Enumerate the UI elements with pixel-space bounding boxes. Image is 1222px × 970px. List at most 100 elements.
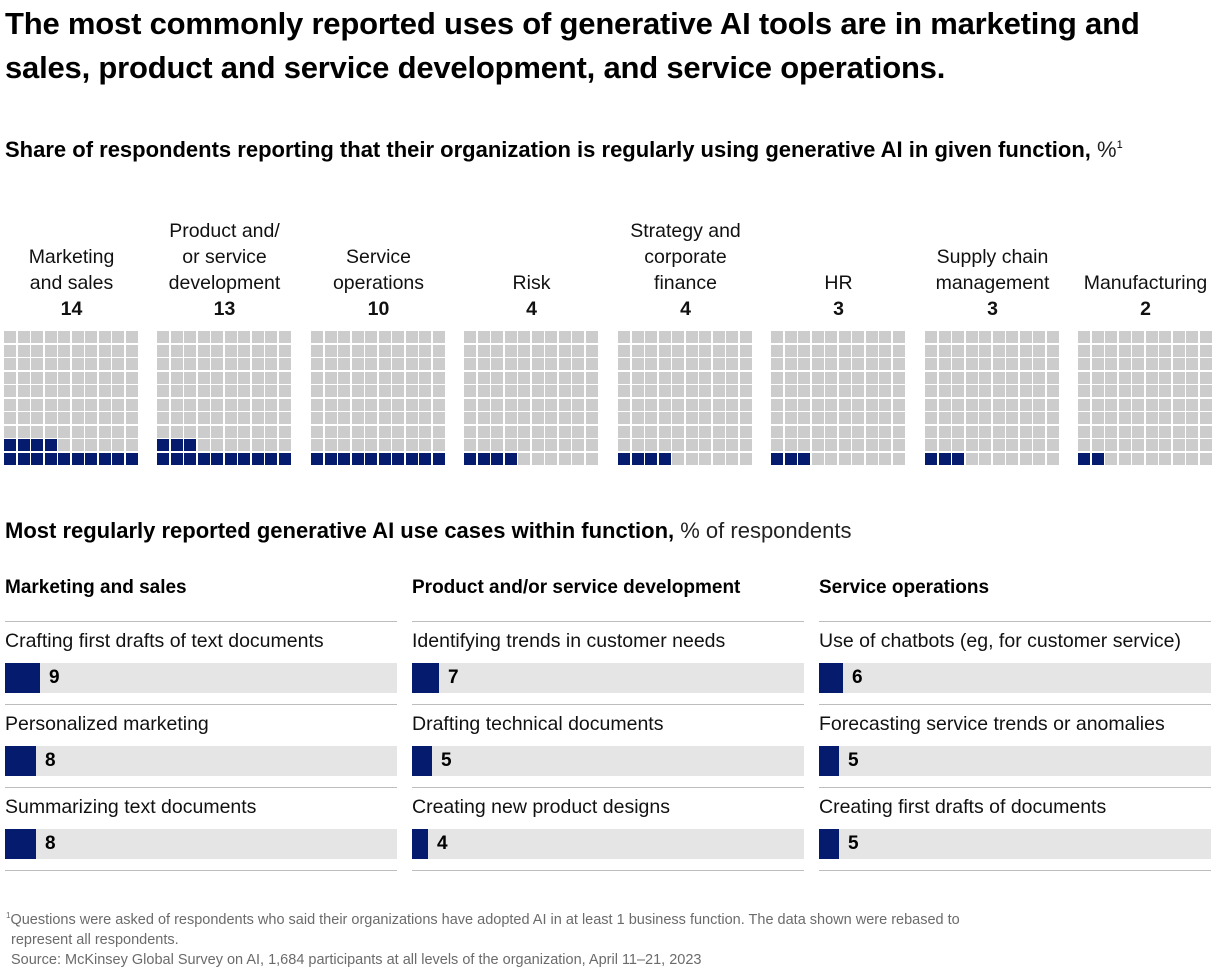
waffle-grid: [771, 331, 906, 466]
waffle-cell-empty: [351, 358, 364, 370]
waffle-cell-empty: [85, 331, 97, 343]
waffle-cell-empty: [392, 371, 404, 384]
waffle-cell-empty: [965, 358, 978, 370]
waffle-cell-empty: [979, 371, 991, 384]
waffle-cell-empty: [491, 425, 503, 438]
waffle-cell-empty: [771, 331, 783, 343]
waffle-cell-filled: [378, 452, 391, 465]
waffle-cell-empty: [1078, 371, 1090, 384]
waffle-cell-empty: [572, 398, 584, 411]
usecase-value-label: 5: [848, 750, 859, 771]
waffle-cell-empty: [1118, 344, 1131, 357]
waffle-cell-empty: [531, 358, 544, 370]
waffle-cell-empty: [224, 344, 237, 357]
waffle-cell-empty: [572, 344, 584, 357]
waffle-cell-empty: [44, 371, 57, 384]
waffle-cell-empty: [311, 439, 323, 451]
waffle-cell-filled: [98, 452, 111, 465]
waffle-cell-empty: [739, 398, 752, 411]
waffle-cell-empty: [618, 398, 630, 411]
waffle-cell-empty: [952, 344, 964, 357]
waffle-cell-empty: [1118, 358, 1131, 370]
waffle-cell-empty: [811, 452, 824, 465]
footnote-marker: 1: [1116, 139, 1123, 151]
waffle-cell-filled: [798, 452, 810, 465]
waffle-label-line: management: [935, 272, 1050, 294]
waffle-cell-empty: [852, 425, 864, 438]
waffle-cell-empty: [1159, 344, 1171, 357]
waffle-cell-empty: [811, 371, 824, 384]
waffle-value-label: 10: [367, 298, 390, 320]
waffle-cell-empty: [545, 425, 557, 438]
waffle-cell-empty: [1033, 398, 1045, 411]
waffle-cell-empty: [378, 425, 391, 438]
waffle-cell-empty: [311, 398, 323, 411]
waffle-cell-empty: [699, 358, 711, 370]
waffle-cell-empty: [558, 412, 571, 424]
waffle-cell-empty: [685, 425, 698, 438]
waffle-cell-empty: [699, 439, 711, 451]
waffle-cell-empty: [477, 385, 490, 397]
waffle-cell-empty: [992, 412, 1005, 424]
waffle-cell-empty: [4, 358, 16, 370]
waffle-cell-empty: [251, 425, 264, 438]
waffle-cell-filled: [432, 452, 445, 465]
waffle-cell-empty: [112, 344, 124, 357]
waffle-cell-empty: [811, 385, 824, 397]
waffle-cell-empty: [1105, 439, 1117, 451]
waffle-cell-empty: [1019, 344, 1032, 357]
waffle-cell-empty: [1199, 371, 1212, 384]
waffle-cell-empty: [71, 358, 84, 370]
waffle-cell-empty: [825, 371, 837, 384]
waffle-cell-empty: [1159, 412, 1171, 424]
waffle-cell-empty: [892, 371, 905, 384]
waffle-cell-empty: [365, 344, 377, 357]
waffle-cell-empty: [558, 385, 571, 397]
waffle-cell-empty: [1186, 412, 1198, 424]
waffle-cell-empty: [392, 331, 404, 343]
waffle-cell-empty: [338, 385, 350, 397]
waffle-cell-filled: [170, 439, 183, 451]
waffle-cell-empty: [545, 385, 557, 397]
waffle-cell-empty: [1159, 439, 1171, 451]
waffle-cell-empty: [699, 412, 711, 424]
waffle-cell-empty: [4, 385, 16, 397]
waffle-cell-empty: [211, 371, 223, 384]
waffle-cell-empty: [85, 385, 97, 397]
waffle-cell-empty: [712, 452, 725, 465]
waffle-cell-empty: [518, 425, 530, 438]
usecase-bar: [5, 746, 36, 776]
waffle-cell-empty: [265, 331, 277, 343]
waffle-cell-empty: [558, 371, 571, 384]
waffle-cell-filled: [392, 452, 404, 465]
waffle-cell-empty: [351, 344, 364, 357]
waffle-cell-empty: [184, 371, 196, 384]
waffle-cell-empty: [979, 358, 991, 370]
waffle-cell-empty: [238, 331, 250, 343]
waffle-cell-empty: [879, 344, 891, 357]
waffle-cell-empty: [531, 439, 544, 451]
waffle-cell-empty: [1078, 398, 1090, 411]
waffle-label-line: Supply chain: [936, 246, 1049, 268]
waffle-cell-empty: [726, 452, 738, 465]
waffle-cell-empty: [699, 385, 711, 397]
waffle-cell-empty: [419, 439, 431, 451]
waffle-cell-empty: [952, 439, 964, 451]
usecase-value-label: 8: [45, 750, 56, 771]
waffle-cell-filled: [338, 452, 350, 465]
waffle-cell-empty: [865, 371, 878, 384]
waffle-cell-empty: [838, 358, 851, 370]
waffle-label-line: corporate: [644, 246, 727, 268]
waffle-cell-empty: [1159, 331, 1171, 343]
waffle-cell-empty: [1186, 331, 1198, 343]
waffle-cell-empty: [224, 439, 237, 451]
waffle-cell-empty: [265, 398, 277, 411]
waffle-cell-empty: [811, 412, 824, 424]
waffle-cell-empty: [925, 358, 937, 370]
waffle-cell-empty: [712, 398, 725, 411]
waffle-cell-empty: [838, 344, 851, 357]
waffle-cell-empty: [392, 398, 404, 411]
waffle-cell-empty: [545, 439, 557, 451]
waffle-cell-empty: [658, 398, 671, 411]
waffle-cell-empty: [712, 412, 725, 424]
